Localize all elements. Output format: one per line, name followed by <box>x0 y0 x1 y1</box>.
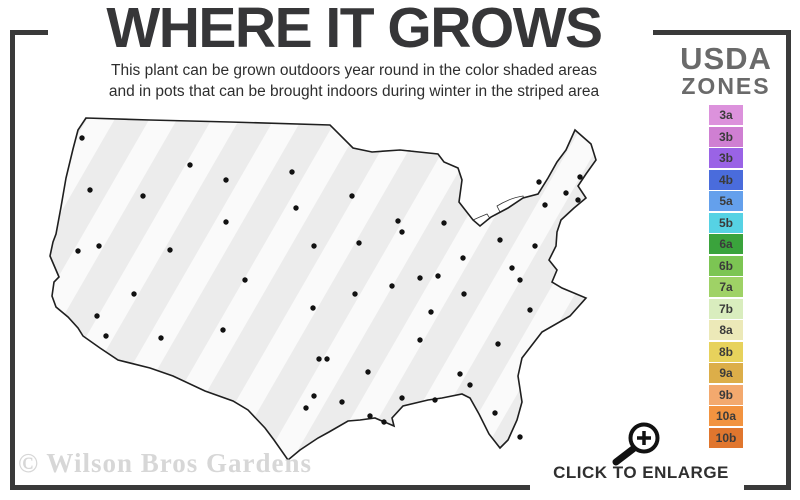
zone-chip-7a: 7a <box>709 277 743 297</box>
us-zone-map[interactable] <box>30 110 645 470</box>
zone-chip-8b: 8b <box>709 341 743 362</box>
zone-list: 3a 3b 3b 4b 5a 5b 6a 6b 7a 7b 8a 8b 9a 9b 10a 10b <box>660 105 792 448</box>
zone-chip-3b: 3b <box>709 126 743 147</box>
zone-chip-10a: 10a <box>709 406 743 426</box>
frame-bottom-left <box>10 485 530 490</box>
zone-chip-4b: 4b <box>709 169 743 190</box>
legend-title-usda: USDA <box>680 41 772 76</box>
frame-top-left <box>10 30 48 35</box>
zone-chip-10b: 10b <box>709 427 743 448</box>
zone-chip-5a: 5a <box>709 191 743 211</box>
frame-top-right <box>653 30 791 35</box>
frame-right <box>786 30 791 490</box>
zone-chip-3a: 3a <box>709 105 743 125</box>
zone-chip-9b: 9b <box>709 384 743 405</box>
legend-title-zones: ZONES <box>681 73 771 99</box>
city-dots <box>75 135 583 440</box>
zone-chip-5b: 5b <box>709 212 743 233</box>
frame-bottom-right <box>744 485 791 490</box>
zone-chip-9a: 9a <box>709 363 743 383</box>
page-subtitle: This plant can be grown outdoors year ro… <box>0 60 708 102</box>
zone-chip-6a: 6a <box>709 234 743 254</box>
watermark: © Wilson Bros Gardens <box>18 448 312 478</box>
zone-chip-6b: 6b <box>709 255 743 276</box>
usda-zones-legend: USDA ZONES 3a 3b 3b 4b 5a 5b 6a 6b 7a 7b 8a 8b 9a 9b 1… <box>660 41 792 449</box>
zone-chip-7b: 7b <box>709 298 743 319</box>
subtitle-line-2: and in pots that can be brought indoors … <box>108 83 600 100</box>
us-outline <box>49 117 597 461</box>
frame-left <box>10 30 15 490</box>
subtitle-line-1: This plant can be grown outdoors year ro… <box>111 62 597 79</box>
magnifier-zoom-plus-icon[interactable] <box>603 413 665 468</box>
page-title: WHERE IT GROWS <box>106 0 603 60</box>
click-to-enlarge-button[interactable]: CLICK TO ENLARGE <box>553 463 729 482</box>
zone-chip-8a: 8a <box>709 320 743 340</box>
zone-chip-3b: 3b <box>709 148 743 168</box>
